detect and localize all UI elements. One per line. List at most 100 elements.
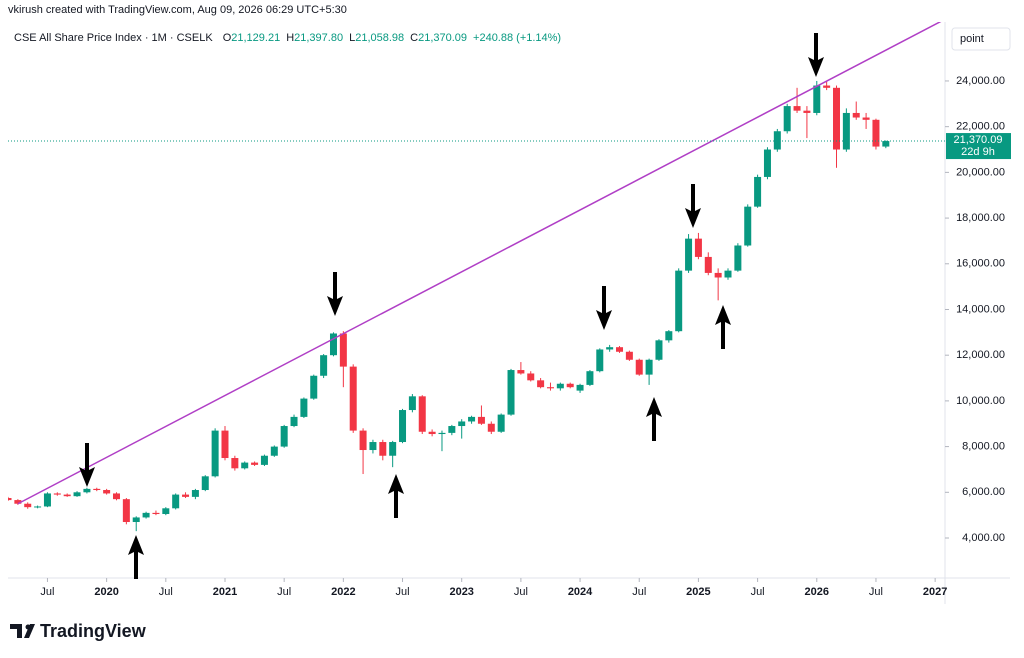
candle-body [290,416,298,427]
candle-body [320,355,328,376]
candle-body [34,506,42,508]
y-tick-label: 24,000.00 [956,75,1005,87]
candle-body [744,206,752,246]
candle-body [556,383,564,389]
candle-body [803,110,811,113]
candle-body [546,387,554,389]
legend: CSE All Share Price Index · 1M · CSELK O 2… [14,32,561,44]
logo-dot [25,624,31,630]
candle-body [477,416,485,424]
candle-body [93,488,101,491]
candle-body [586,371,594,385]
candle-body [24,503,32,508]
candle-body [211,430,219,477]
legend-prefix: C [410,32,418,44]
candle-body [349,366,357,431]
candle-body [704,256,712,273]
x-tick-label: Jul [395,586,409,598]
trendline [17,22,942,505]
candle-body [310,375,318,399]
candle-body [754,176,762,207]
annotation-arrow [685,184,701,228]
annotation-arrow [596,286,612,330]
x-tick-label: Jul [277,586,291,598]
candle-body [833,87,841,150]
y-tick-label: 4,000.00 [962,532,1005,544]
candle-body [103,490,111,494]
candle-body [566,383,574,388]
candle-body [399,410,407,443]
candle-body [645,359,653,375]
candle-body [182,494,190,497]
candle-body [675,270,683,332]
candle-body [251,462,259,465]
x-tick-label: 2023 [449,586,473,598]
candle-body [241,462,249,469]
y-tick-label: 8,000.00 [962,441,1005,453]
candle-body [152,512,160,515]
candle-body [655,340,663,360]
candle-body [813,85,821,113]
x-tick-label: 2024 [568,586,593,598]
candle-body [112,493,120,500]
candle-body [142,512,150,518]
candle-body [497,414,505,432]
annotation-arrow [646,397,662,441]
candle-body [191,490,199,497]
legend-prefix: H [286,32,294,44]
candle-body [537,380,545,388]
candle-body [606,347,614,350]
y-tick-label: 10,000.00 [956,395,1005,407]
x-tick-label: Jul [869,586,883,598]
legend-prefix: L [349,32,355,44]
candle-body [665,331,673,341]
candle-body [842,112,850,150]
scale-button-label[interactable]: point [960,33,984,45]
x-tick-label: Jul [40,586,54,598]
x-tick-label: Jul [632,586,646,598]
candle-body [408,396,416,411]
candle-body [270,446,278,456]
candle-body [694,238,702,257]
legend-value: 21,370.09 [418,32,467,44]
candle-body [468,416,476,422]
y-tick-label: 14,000.00 [956,303,1005,315]
legend-value: 21,397.80 [294,32,343,44]
candle-body [83,488,91,493]
legend-change: +240.88 (+1.14%) [473,32,561,44]
y-tick-label: 6,000.00 [962,486,1005,498]
x-tick-label: 2021 [213,586,237,598]
candle-body [300,398,308,417]
scale-button[interactable] [951,27,1011,51]
x-tick-label: 2025 [686,586,710,598]
candle-body [763,149,771,177]
candle-body [823,85,831,88]
candle-body [852,112,860,118]
last-price-label: 21,370.09 [954,134,1003,146]
candle-body [438,432,446,435]
y-tick-label: 22,000.00 [956,121,1005,133]
y-tick-label: 16,000.00 [956,258,1005,270]
annotation-arrow [128,535,144,579]
candle-body [625,351,633,360]
candle-body [428,431,436,435]
candle-body [458,421,466,427]
candle-body [793,106,801,111]
candle-body [260,455,268,465]
candle-body [517,370,525,374]
legend-prefix: O [223,32,232,44]
candle-body [596,349,604,372]
candle-body [162,508,170,515]
legend-value: 21,058.98 [355,32,404,44]
x-tick-label: 2020 [94,586,118,598]
candle-body [43,493,51,507]
annotation-arrow [808,33,824,77]
candle-body [389,442,397,456]
candle-body [882,141,890,147]
candle-body [201,476,209,491]
candle-body [576,384,584,391]
annotation-arrow [327,272,343,316]
countdown: 22d 9h [961,146,995,158]
symbol: CSE All Share Price Index · 1M · CSELK [14,32,213,44]
